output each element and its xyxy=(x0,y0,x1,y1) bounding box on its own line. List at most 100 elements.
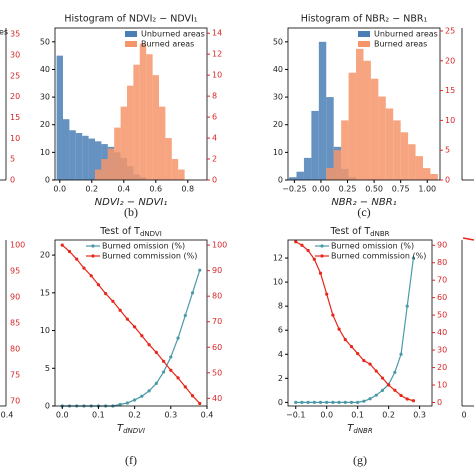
series-marker xyxy=(96,283,101,287)
histogram-bar xyxy=(326,168,334,180)
label-main: Test of T xyxy=(99,226,140,237)
y2-tick-label: 90 xyxy=(212,266,222,275)
x-tick-label: 0.2 xyxy=(128,411,141,420)
fragment-line xyxy=(462,237,474,241)
legend-swatch xyxy=(358,31,370,37)
series-marker xyxy=(118,402,122,407)
series-marker xyxy=(60,243,64,247)
y-tick-label: 0 xyxy=(278,398,283,407)
histogram-bar xyxy=(88,138,95,180)
series-marker xyxy=(343,338,347,342)
legend-marker xyxy=(320,244,324,248)
histogram-bar xyxy=(370,78,379,180)
histogram-bar xyxy=(114,127,121,180)
series-marker xyxy=(368,397,372,401)
y-tick-label: 12 xyxy=(273,254,283,263)
histogram-bar xyxy=(289,177,297,180)
series-marker xyxy=(387,383,391,387)
series-marker xyxy=(362,399,366,403)
histogram-bar xyxy=(171,159,179,180)
series-marker xyxy=(147,343,151,347)
series-marker xyxy=(89,274,93,278)
y2-tick-label: 80 xyxy=(10,344,20,353)
y-tick-label: 0 xyxy=(45,176,50,185)
histogram-bar xyxy=(385,108,394,180)
histogram-bar xyxy=(333,150,342,180)
legend-marker xyxy=(91,254,95,258)
x-tick-label: 0.25 xyxy=(339,185,357,194)
legend-swatch xyxy=(125,41,137,47)
legend-swatch xyxy=(125,31,137,37)
y2-tick-label: 90 xyxy=(10,293,20,302)
label: TdNBR xyxy=(347,423,373,435)
label-main: T xyxy=(117,423,124,434)
series-marker xyxy=(362,358,366,363)
histogram-bar xyxy=(95,141,102,180)
series-marker xyxy=(380,376,385,380)
histogram-bar xyxy=(146,54,153,181)
panel-label: (g) xyxy=(353,453,367,467)
x-tick-label: 0.4 xyxy=(201,411,214,420)
x-tick-label: 0.2 xyxy=(382,411,395,420)
histogram-bar xyxy=(120,106,127,180)
series-marker xyxy=(312,257,316,261)
legend-label: Burned omission (%) xyxy=(102,242,185,251)
legend-label: Burned areas xyxy=(374,40,427,49)
histogram-bar xyxy=(101,159,108,180)
x-tick-label: 0.0 xyxy=(320,411,333,420)
y-tick-label: 40 xyxy=(40,65,50,74)
y2-tick-label: 0 xyxy=(445,176,450,185)
y2-tick-label: 8 xyxy=(212,92,217,101)
y-tick-label: 40 xyxy=(273,65,283,74)
y-tick-label: 50 xyxy=(40,37,50,46)
series-marker xyxy=(393,370,397,374)
histogram-bar xyxy=(296,171,304,180)
series-marker xyxy=(356,351,360,356)
y2-tick-label: 15 xyxy=(445,86,455,95)
histogram-bar xyxy=(303,157,312,180)
panel-label: (f) xyxy=(125,453,137,467)
label: Histogram of NDVI₂ − NDVI₁ xyxy=(64,14,197,25)
histogram-bar xyxy=(356,48,364,180)
series-marker xyxy=(337,400,341,404)
x-tick-label: 0.75 xyxy=(392,185,410,194)
x-tick-label: 0.3 xyxy=(164,411,177,420)
series-marker xyxy=(325,400,329,404)
series-marker xyxy=(133,325,137,329)
x-tick-label: 0.00 xyxy=(312,185,330,194)
series-marker xyxy=(125,317,129,321)
y2-tick-label: 95 xyxy=(10,267,20,276)
y2-tick-label: 0 xyxy=(212,176,217,185)
series-marker xyxy=(169,368,173,372)
y2-tick-label: 10 xyxy=(437,381,447,390)
series-marker xyxy=(67,249,72,254)
legend-swatch xyxy=(358,41,370,47)
series-marker xyxy=(294,240,298,244)
x-tick-label: 0.4 xyxy=(1,411,14,420)
series-marker xyxy=(374,393,378,397)
histogram-bar xyxy=(422,168,431,180)
label-sub: dNDVI xyxy=(123,427,145,435)
y-tick-label: 10 xyxy=(273,278,283,287)
series-marker xyxy=(176,336,180,340)
series-marker xyxy=(318,400,323,404)
y2-tick-label: 75 xyxy=(10,370,20,379)
y2-tick-label: 100 xyxy=(10,241,25,250)
y2-tick-label: 50 xyxy=(212,368,222,377)
y2-tick-label: 40 xyxy=(212,394,222,403)
y2-tick-label: 20 xyxy=(445,56,455,65)
plot-frame xyxy=(54,27,208,181)
series-marker xyxy=(331,400,335,404)
y-tick-label: 6 xyxy=(278,326,283,335)
y2-tick-label: 25 xyxy=(10,71,20,80)
series-marker xyxy=(337,327,341,331)
fragment-legend: es xyxy=(0,28,8,37)
y2-tick-label: 85 xyxy=(10,319,20,328)
y-tick-label: 20 xyxy=(40,251,50,260)
panel-label: (b) xyxy=(124,205,138,219)
y2-tick-label: 14 xyxy=(212,29,222,38)
y-tick-label: 10 xyxy=(273,148,283,157)
legend-label: Burned areas xyxy=(141,40,194,49)
